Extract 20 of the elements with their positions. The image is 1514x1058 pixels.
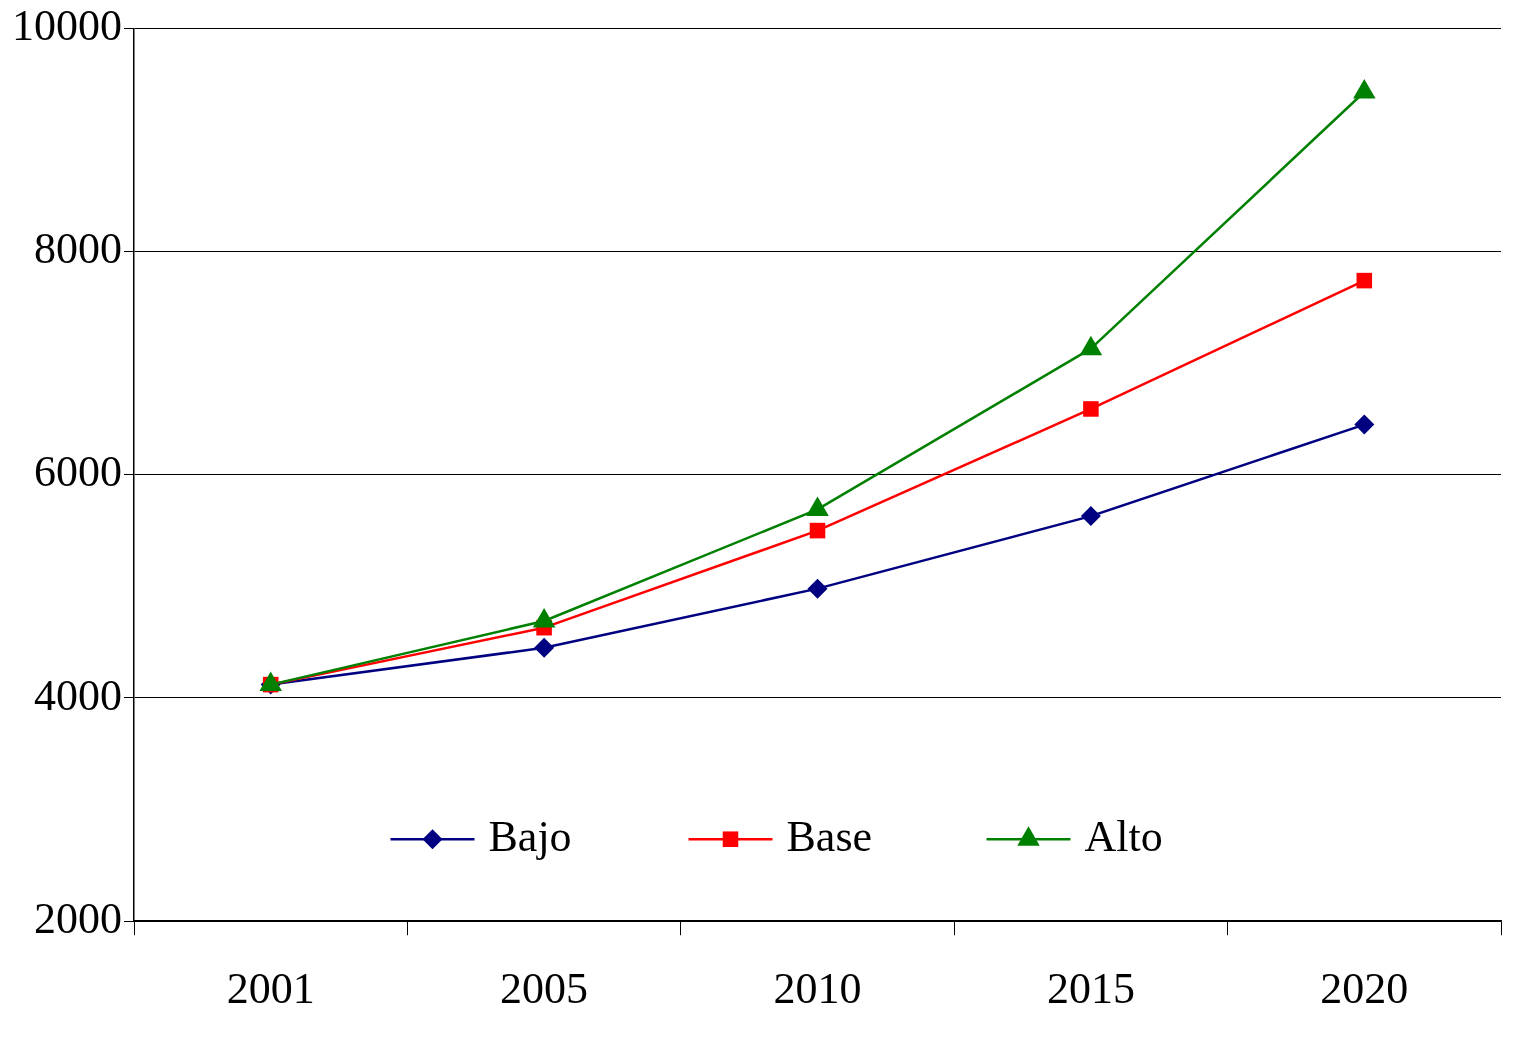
y-tick-label: 6000 — [34, 447, 122, 497]
point — [1080, 506, 1101, 527]
x-tick-label: 2005 — [500, 964, 589, 1014]
y-tick-label: 2000 — [34, 893, 122, 943]
x-tick-label: 2001 — [226, 964, 315, 1014]
x-tick-label: 2020 — [1320, 964, 1409, 1014]
x-tick-label: 2010 — [773, 964, 862, 1014]
point — [1354, 414, 1375, 435]
legend-label: Base — [786, 811, 873, 861]
x-tick-label: 2015 — [1046, 964, 1135, 1014]
point — [1083, 401, 1099, 417]
point — [809, 522, 826, 539]
legend-label: Alto — [1084, 811, 1163, 861]
point — [1356, 272, 1373, 289]
y-tick-label: 10000 — [12, 0, 122, 50]
point — [534, 637, 555, 658]
point — [807, 578, 828, 599]
y-tick-label: 4000 — [34, 670, 122, 720]
y-tick-label: 8000 — [34, 224, 122, 274]
legend-label: Bajo — [488, 811, 572, 861]
